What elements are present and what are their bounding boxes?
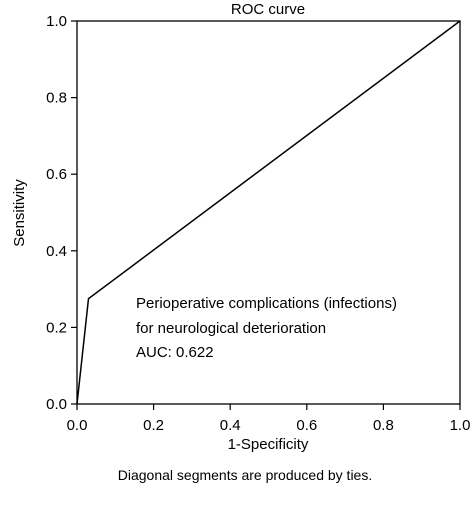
- annotation-line-2: for neurological deterioration: [136, 320, 326, 337]
- x-tick-label: 0.8: [373, 417, 394, 434]
- x-axis-ticks: 0.0 0.2 0.4 0.6 0.8 1.0: [67, 404, 471, 434]
- y-tick-label: 1.0: [46, 13, 67, 30]
- x-tick-label: 1.0: [450, 417, 471, 434]
- y-tick-label: 0.6: [46, 166, 67, 183]
- annotation-auc: AUC: 0.622: [136, 344, 214, 361]
- y-axis-ticks: 0.0 0.2 0.4 0.6 0.8 1.0: [46, 13, 77, 413]
- x-tick-label: 0.6: [296, 417, 317, 434]
- x-axis-title: 1-Specificity: [228, 436, 309, 453]
- y-tick-label: 0.4: [46, 243, 67, 260]
- y-tick-label: 0.8: [46, 90, 67, 107]
- x-tick-label: 0.2: [143, 417, 164, 434]
- x-tick-label: 0.0: [67, 417, 88, 434]
- y-axis-title: Sensitivity: [11, 179, 28, 247]
- chart-title: ROC curve: [231, 1, 305, 18]
- y-tick-label: 0.2: [46, 319, 67, 336]
- x-tick-label: 0.4: [220, 417, 241, 434]
- y-tick-label: 0.0: [46, 396, 67, 413]
- roc-curve-line: [76, 20, 461, 405]
- annotation-line-1: Perioperative complications (infections): [136, 295, 397, 312]
- plot-frame: [76, 20, 461, 405]
- footnote: Diagonal segments are produced by ties.: [118, 467, 372, 483]
